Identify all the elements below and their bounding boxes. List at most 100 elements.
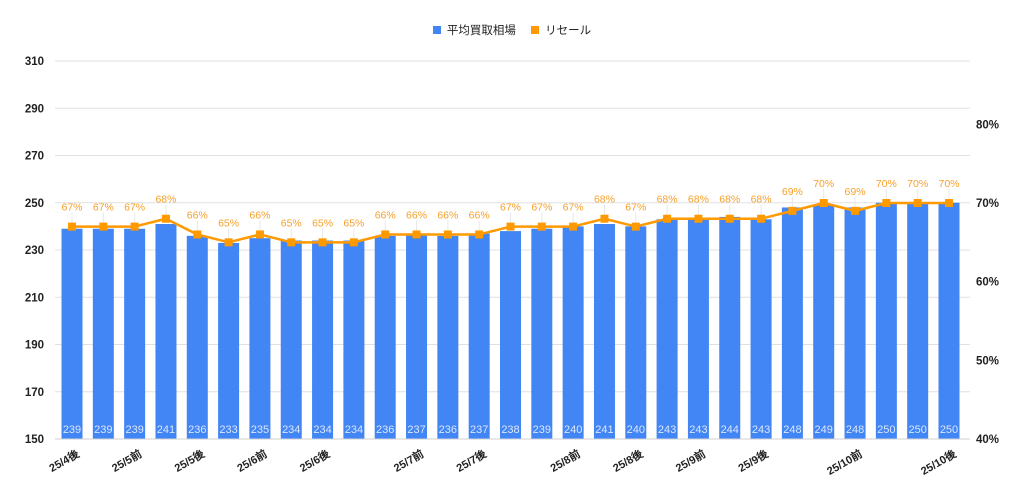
bar[interactable] — [374, 235, 396, 439]
line-point-marker[interactable] — [318, 238, 327, 247]
legend-label-line: リセール — [545, 25, 592, 37]
x-axis-tick: 25/10後 — [918, 446, 959, 478]
bar-value-label: 243 — [752, 424, 770, 436]
x-axis-tick: 25/8前 — [548, 446, 583, 474]
line-point-marker[interactable] — [475, 230, 484, 239]
bar-value-label: 243 — [658, 424, 676, 436]
bar-value-label: 238 — [501, 424, 519, 436]
line-point-marker[interactable] — [725, 214, 734, 223]
x-axis-tick: 25/6前 — [234, 446, 269, 474]
bar[interactable] — [61, 228, 83, 439]
line-point-marker[interactable] — [537, 222, 546, 231]
line-point-marker[interactable] — [882, 199, 891, 207]
left-axis-tick: 270 — [25, 151, 44, 163]
bar[interactable] — [531, 228, 553, 439]
line-value-label: 65% — [281, 217, 302, 229]
line-point-marker[interactable] — [68, 222, 76, 231]
line-point-marker[interactable] — [757, 214, 766, 223]
line-point-marker[interactable] — [663, 214, 672, 223]
line-value-label: 66% — [437, 209, 458, 221]
line-point-marker[interactable] — [506, 222, 515, 231]
line-point-marker[interactable] — [631, 222, 640, 231]
legend-item-line[interactable]: リセール — [531, 22, 591, 38]
line-value-label: 67% — [61, 202, 82, 214]
bar[interactable] — [687, 219, 709, 439]
line-point-marker[interactable] — [913, 199, 922, 207]
bar[interactable] — [343, 240, 365, 439]
right-axis-tick: 40% — [976, 434, 999, 446]
bar[interactable] — [907, 202, 929, 439]
bar[interactable] — [656, 219, 678, 439]
bar[interactable] — [124, 228, 146, 439]
bar-value-label: 244 — [721, 424, 739, 436]
bar-value-label: 239 — [94, 424, 112, 436]
x-axis-tick: 25/5後 — [172, 446, 208, 475]
line-point-marker[interactable] — [694, 214, 703, 223]
bar-value-label: 235 — [251, 424, 269, 436]
line-point-marker[interactable] — [412, 230, 421, 239]
bar[interactable] — [92, 228, 114, 439]
bar[interactable] — [280, 240, 302, 439]
left-axis-tick: 310 — [25, 56, 44, 68]
left-axis-tick: 230 — [25, 245, 44, 257]
line-point-marker[interactable] — [381, 230, 390, 239]
line-point-marker[interactable] — [349, 238, 358, 247]
line-point-marker[interactable] — [851, 206, 860, 215]
bar[interactable] — [750, 219, 772, 439]
bar[interactable] — [186, 235, 208, 439]
bar[interactable] — [155, 224, 177, 439]
x-axis-tick: 25/9後 — [735, 446, 771, 475]
bar[interactable] — [562, 226, 584, 439]
bar[interactable] — [719, 216, 741, 439]
bar-value-label: 234 — [313, 424, 331, 436]
line-value-label: 66% — [249, 209, 270, 221]
bar[interactable] — [218, 242, 240, 439]
bar[interactable] — [625, 226, 647, 439]
line-point-marker[interactable] — [130, 222, 139, 231]
line-point-marker[interactable] — [287, 238, 296, 247]
line-point-marker[interactable] — [600, 214, 609, 223]
line-value-label: 68% — [594, 194, 615, 206]
bar[interactable] — [249, 238, 271, 439]
bar[interactable] — [500, 231, 521, 439]
bar[interactable] — [593, 224, 615, 439]
x-axis-tick: 25/7後 — [454, 446, 490, 475]
line-point-marker[interactable] — [255, 230, 264, 239]
line-point-marker[interactable] — [443, 230, 452, 239]
bar[interactable] — [781, 207, 803, 439]
line-point-marker[interactable] — [193, 230, 202, 239]
line-point-marker[interactable] — [819, 199, 828, 207]
x-axis: 25/4後 25/5前 25/5後 25/6前 25/6後 25/7前 25/7後 25/8前… — [46, 438, 970, 478]
line-value-label: 66% — [375, 209, 396, 221]
line-value-label: 68% — [719, 194, 740, 206]
x-axis-tick: 25/10前 — [824, 446, 864, 477]
bar-value-label: 241 — [595, 424, 613, 436]
line-point-marker[interactable] — [224, 238, 233, 247]
bar[interactable] — [844, 207, 866, 439]
line-point-marker[interactable] — [945, 199, 953, 207]
bar[interactable] — [938, 202, 960, 439]
bar-value-label: 236 — [188, 424, 206, 436]
line-point-marker[interactable] — [99, 222, 108, 231]
left-axis-tick: 210 — [25, 292, 44, 304]
legend-swatch-line-icon — [531, 26, 540, 34]
legend-label-bar: 平均買取相場 — [446, 25, 516, 37]
line-value-label: 67% — [625, 202, 646, 214]
bar[interactable] — [813, 205, 835, 439]
line-value-label: 68% — [657, 194, 678, 206]
line-value-label: 67% — [500, 202, 521, 214]
bar[interactable] — [312, 240, 334, 439]
bar[interactable] — [406, 233, 428, 439]
legend-item-bar[interactable]: 平均買取相場 — [432, 22, 516, 38]
line-value-label: 65% — [218, 217, 239, 229]
bar[interactable] — [468, 233, 490, 439]
line-value-label: 67% — [93, 202, 114, 214]
bar[interactable] — [875, 202, 897, 439]
line-value-label: 66% — [187, 209, 208, 221]
bar-value-label: 250 — [940, 424, 958, 436]
line-point-marker[interactable] — [161, 214, 170, 223]
line-point-marker[interactable] — [569, 222, 578, 231]
left-axis-tick: 190 — [25, 340, 44, 352]
line-point-marker[interactable] — [788, 206, 797, 215]
bar[interactable] — [437, 235, 459, 439]
